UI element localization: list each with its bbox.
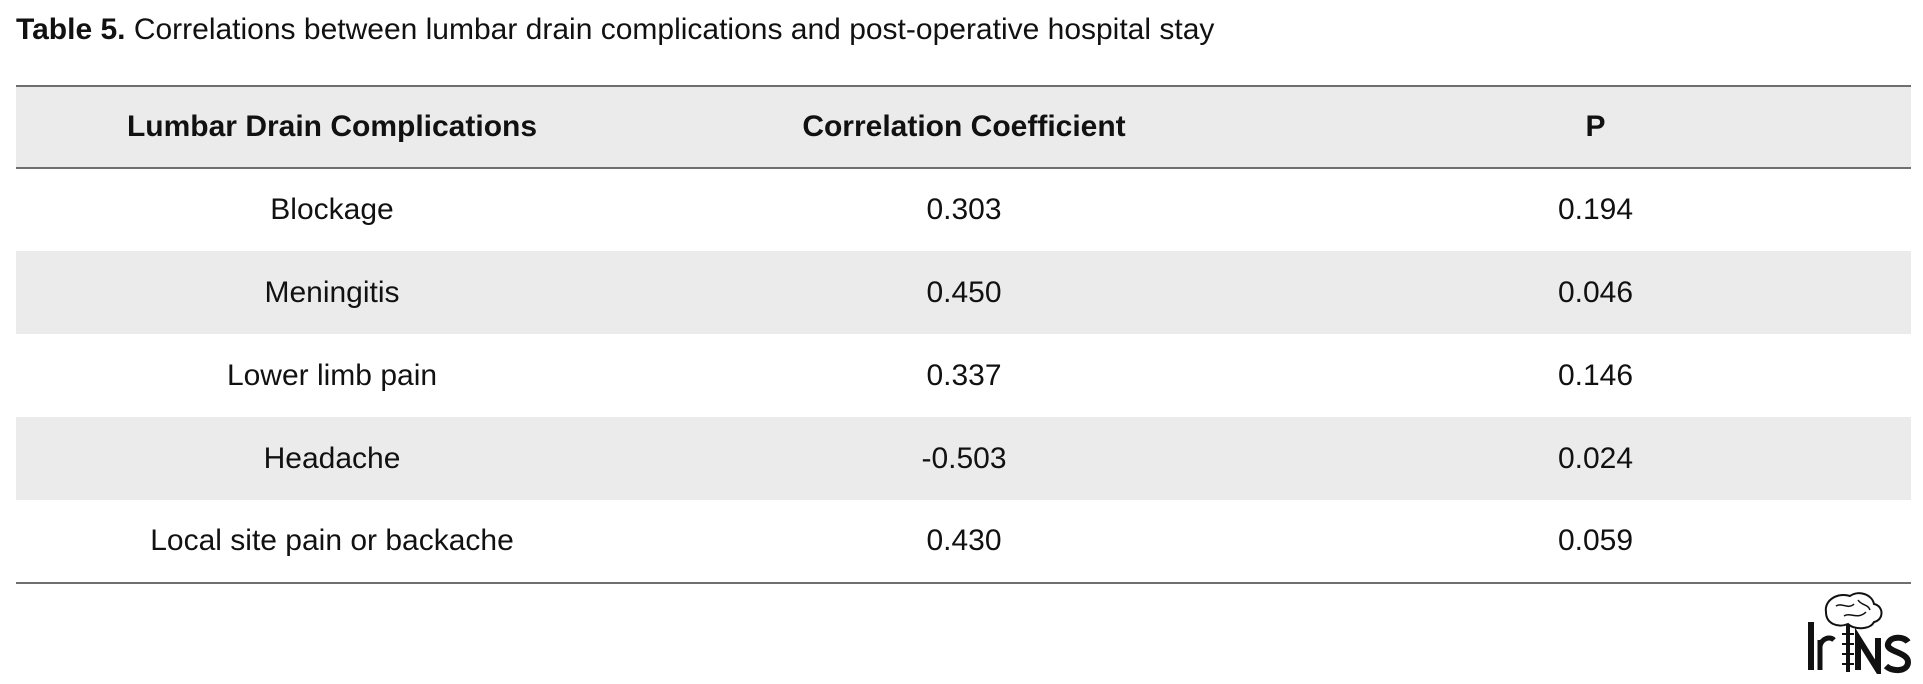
cell-complication: Local site pain or backache (16, 500, 648, 584)
cell-p-value: 0.024 (1557, 441, 1634, 475)
table-row: Headache -0.503 0.024 (16, 417, 1911, 500)
correlation-table: Lumbar Drain Complications Correlation C… (16, 85, 1911, 584)
table-row: Meningitis 0.450 0.046 (16, 251, 1911, 334)
table-caption: Table 5. Correlations between lumbar dra… (16, 10, 1214, 50)
cell-p-value: 0.059 (1280, 500, 1911, 584)
cell-p-value: 0.194 (1557, 193, 1634, 226)
caption-text: Correlations between lumbar drain compli… (125, 13, 1215, 46)
cell-p-value: 0.046 (1557, 275, 1634, 309)
table-header-row: Lumbar Drain Complications Correlation C… (16, 85, 1911, 169)
cell-complication: Headache (263, 441, 401, 475)
column-header-correlation: Correlation Coefficient (648, 85, 1280, 169)
cell-p-value: 0.146 (1557, 358, 1634, 392)
table-row: Local site pain or backache 0.430 0.059 (16, 500, 1911, 584)
cell-complication: Meningitis (264, 275, 400, 309)
cell-correlation: -0.503 (921, 441, 1007, 475)
cell-correlation: 0.337 (926, 358, 1002, 392)
cell-correlation: 0.430 (648, 500, 1280, 584)
table-row: Lower limb pain 0.337 0.146 (16, 334, 1911, 417)
cell-complication: Blockage (270, 193, 394, 226)
cell-complication: Lower limb pain (226, 358, 438, 392)
column-header-p: P (1280, 85, 1911, 169)
cell-correlation: 0.303 (926, 193, 1002, 226)
cell-correlation: 0.450 (926, 275, 1002, 309)
brain-spine-logo-icon (1804, 590, 1914, 681)
caption-label: Table 5. (16, 13, 126, 46)
table-row: Blockage 0.303 0.194 (16, 168, 1911, 251)
column-header-complications: Lumbar Drain Complications (16, 85, 648, 169)
